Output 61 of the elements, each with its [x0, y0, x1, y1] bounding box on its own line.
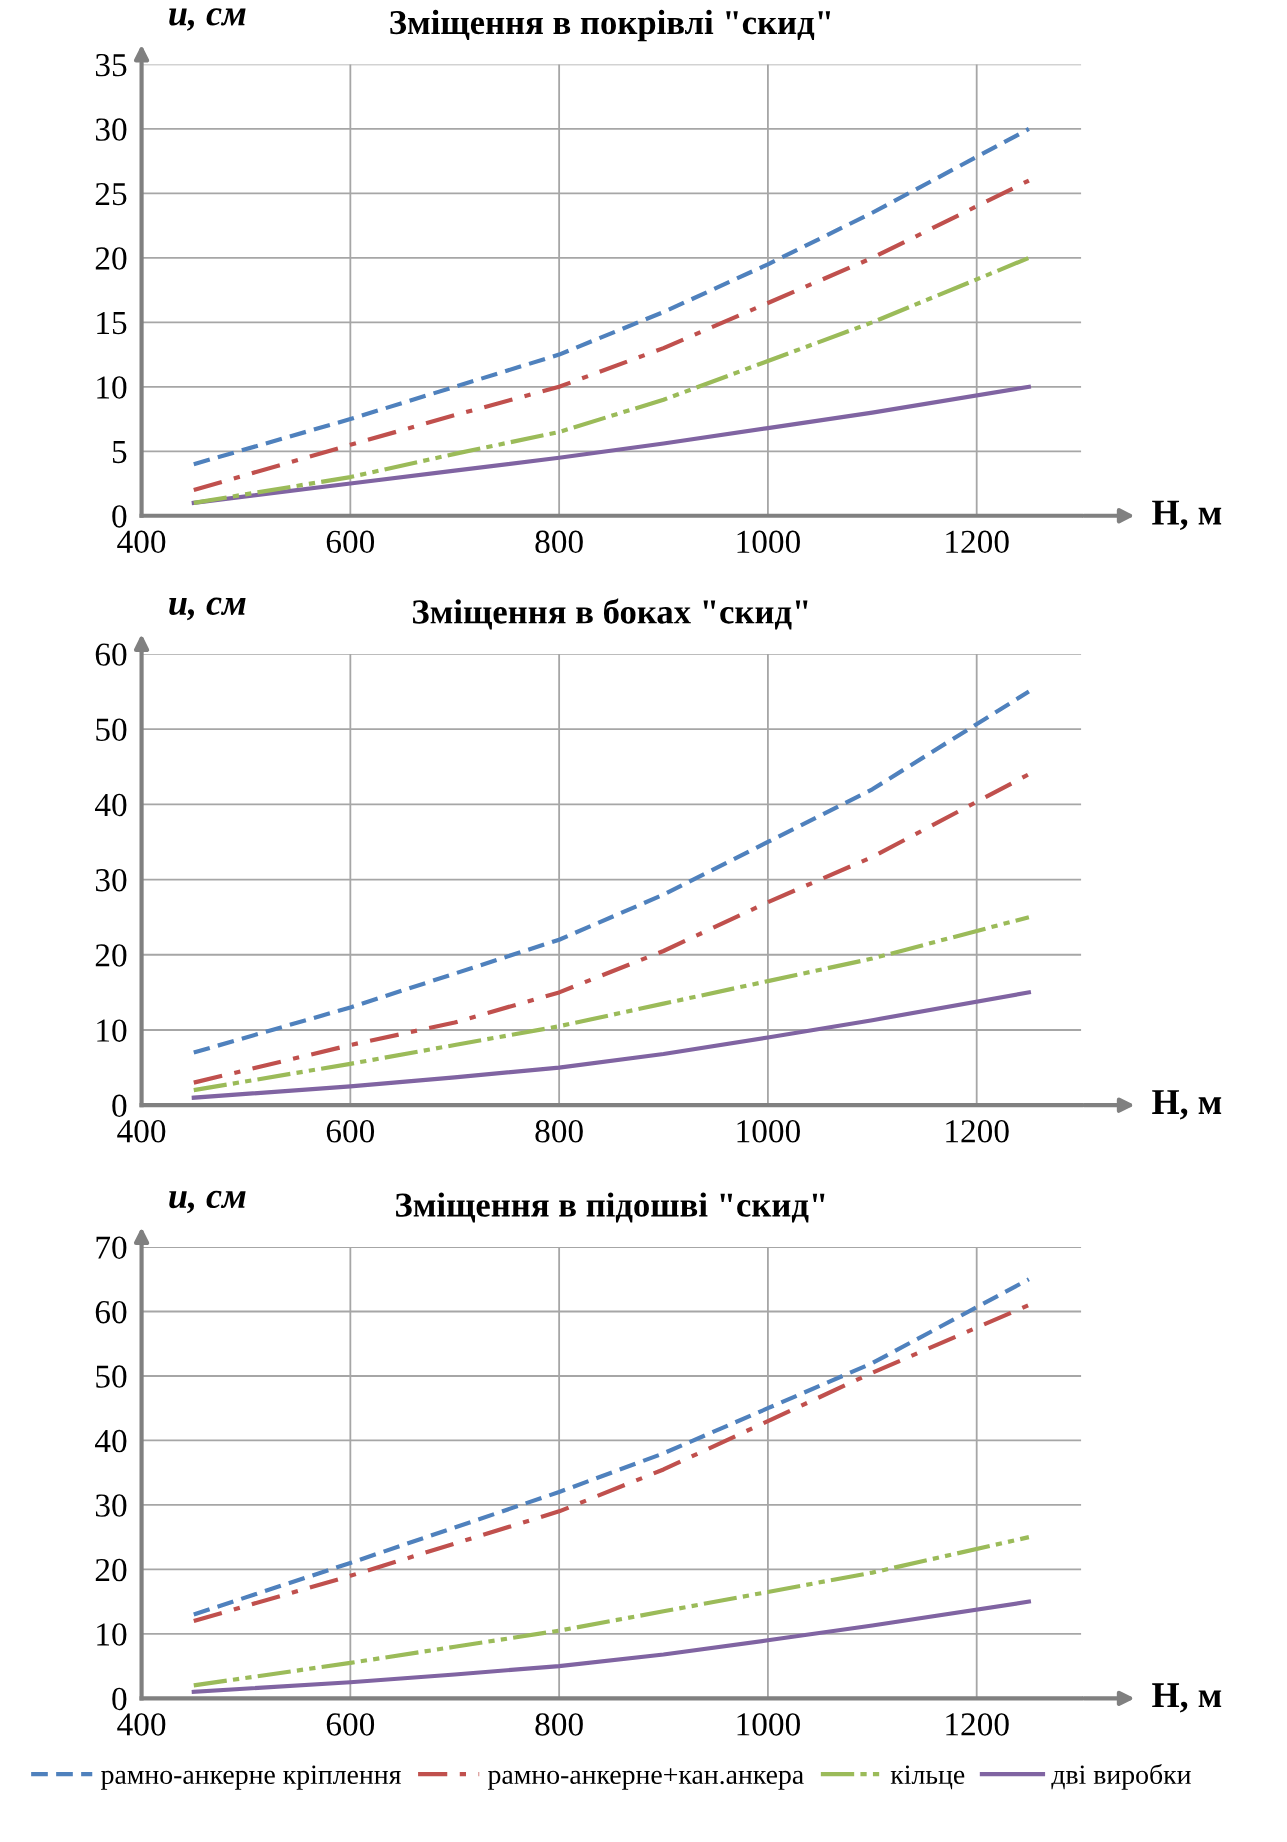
y-axis-title: u, см	[169, 8, 246, 31]
x-tick-label: 1000	[737, 1713, 800, 1736]
legend-label: дві виробки	[1051, 1763, 1191, 1790]
y-tick-label: 15	[97, 311, 127, 335]
line-series	[191, 1535, 1031, 1688]
y-tick-label: 20	[95, 1558, 127, 1582]
y-tick-label: 50	[96, 1365, 127, 1388]
y-tick-label: 20	[95, 944, 127, 967]
y-tick-label: 5	[112, 441, 127, 464]
legend-label: кільце	[890, 1765, 965, 1790]
x-tick-label: 800	[535, 530, 583, 554]
x-tick-label: 400	[117, 530, 166, 554]
x-tick-label: 1000	[737, 530, 800, 554]
legend-label: рамно-анкерне кріплення	[101, 1765, 401, 1790]
line-series	[191, 255, 1031, 505]
y-tick-label: 30	[95, 1494, 127, 1517]
line-series	[191, 772, 1031, 1085]
y-tick-label: 40	[95, 1429, 127, 1453]
y-tick-label: 10	[97, 1019, 127, 1042]
x-tick-label: 1200	[946, 530, 1009, 554]
line-series	[191, 915, 1031, 1093]
y-tick-label: 40	[95, 793, 127, 817]
x-tick-label: 600	[326, 530, 375, 554]
line-series	[191, 990, 1031, 1100]
line-series	[191, 689, 1031, 1055]
x-tick-label: 1200	[946, 1120, 1009, 1143]
y-tick-label: 30	[95, 868, 127, 892]
chart-title: Зміщення в боках "скид"	[412, 598, 808, 630]
y-tick-label: 70	[96, 1236, 127, 1259]
x-axis-title: H, м	[1152, 1683, 1222, 1713]
chart-title: Зміщення в підошві "скид"	[396, 1192, 825, 1223]
y-tick-label: 50	[96, 718, 127, 742]
y-tick-label: 60	[95, 1300, 127, 1324]
chart-title: Зміщення в покрівлі "скид"	[390, 9, 831, 42]
line-series	[191, 1599, 1031, 1694]
y-tick-label: 25	[95, 182, 127, 206]
y-axis-title: u, см	[169, 597, 246, 621]
y-tick-label: 35	[95, 53, 127, 77]
x-axis-title: H, м	[1152, 1090, 1222, 1120]
x-tick-label: 800	[535, 1713, 583, 1736]
x-tick-label: 800	[535, 1120, 583, 1143]
y-tick-label: 10	[97, 1623, 127, 1646]
x-axis-title: H, м	[1152, 500, 1222, 531]
y-tick-label: 0	[112, 1687, 127, 1711]
line-series	[191, 126, 1031, 467]
y-tick-label: 0	[112, 505, 127, 528]
x-tick-label: 600	[326, 1120, 375, 1143]
x-tick-label: 1200	[946, 1713, 1009, 1736]
x-tick-label: 1000	[737, 1120, 800, 1143]
x-tick-label: 400	[117, 1120, 166, 1143]
y-tick-label: 60	[95, 643, 127, 666]
line-series	[191, 384, 1031, 505]
y-tick-label: 10	[97, 376, 127, 399]
x-tick-label: 600	[326, 1713, 375, 1736]
legend-label: рамно-анкерне+кан.анкера	[487, 1768, 804, 1790]
y-tick-label: 30	[95, 118, 127, 141]
line-series	[191, 178, 1031, 493]
y-tick-label: 0	[112, 1094, 127, 1118]
x-tick-label: 400	[117, 1713, 166, 1736]
y-tick-label: 20	[95, 247, 127, 270]
y-axis-title: u, см	[169, 1190, 246, 1214]
